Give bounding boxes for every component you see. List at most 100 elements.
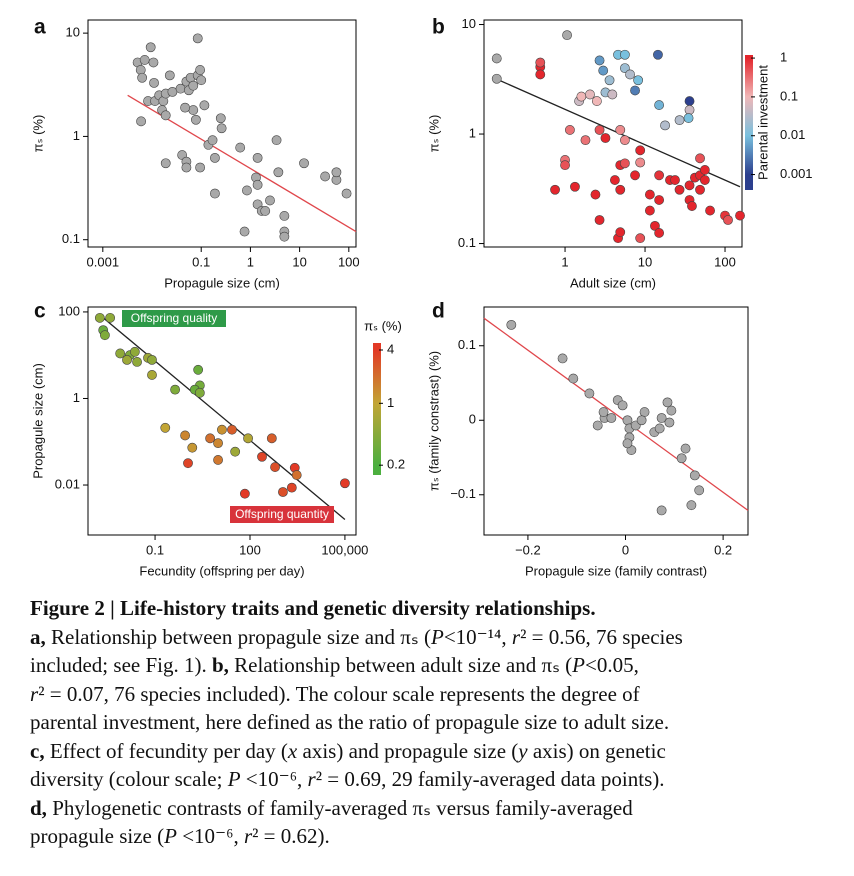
data-point (600, 133, 611, 143)
data-point (606, 413, 617, 423)
data-point (723, 215, 733, 225)
data-point (591, 96, 602, 106)
data-point (340, 478, 350, 489)
trend-line (99, 314, 346, 520)
data-point (535, 57, 546, 68)
data-point (654, 170, 665, 181)
data-point (644, 189, 655, 200)
data-point (235, 142, 246, 153)
data-point (266, 433, 277, 444)
data-point (594, 55, 605, 66)
data-point (213, 438, 223, 449)
data-point (557, 353, 568, 364)
data-point (633, 75, 644, 86)
data-point (636, 415, 647, 426)
x-axis-label: Adult size (cm) (570, 275, 656, 290)
caption-line: d, Phylogenetic contrasts of family-aver… (30, 794, 683, 823)
data-point (210, 152, 220, 163)
data-point (506, 319, 517, 330)
color-bar-label: 0.001 (780, 166, 813, 181)
data-point (147, 354, 157, 365)
caption-text: Phylogenetic contrasts of family-average… (46, 795, 633, 820)
data-point (664, 417, 675, 428)
panel-letter: b (432, 16, 445, 39)
data-point (565, 125, 575, 135)
data-point (213, 455, 223, 465)
y-axis-label: πₛ (%) (426, 115, 441, 153)
data-point (145, 42, 156, 53)
data-point (630, 85, 640, 96)
data-point (181, 162, 192, 173)
data-point (341, 188, 352, 199)
caption-text: x (287, 738, 298, 763)
x-tick-label: 10 (292, 254, 306, 269)
plot-frame (483, 19, 743, 248)
y-tick-label: 0.1 (458, 337, 476, 352)
data-point (684, 96, 695, 106)
annotation-text: Offspring quantity (235, 507, 329, 521)
data-point (699, 175, 710, 185)
annotation-box (122, 310, 226, 327)
x-tick-label: 10 (638, 254, 652, 269)
y-tick-label: 0.1 (458, 235, 476, 250)
data-point (105, 312, 116, 323)
x-tick-label: 0.2 (714, 542, 732, 557)
color-bar-title: Parental investment (755, 65, 770, 180)
data-point (598, 65, 609, 76)
data-point (252, 152, 263, 163)
data-point (662, 397, 673, 408)
caption-text: included; see Fig. 1). (30, 653, 212, 677)
caption-text: r (307, 767, 316, 791)
data-point (136, 116, 146, 127)
x-tick-label: 100 (338, 254, 360, 269)
caption-text: r (30, 681, 39, 706)
data-point (695, 184, 705, 195)
y-axis-label: Propagule size (cm) (30, 363, 45, 479)
annotation-box (230, 506, 334, 523)
data-point (568, 373, 579, 384)
data-point (199, 100, 210, 111)
data-point (705, 205, 715, 216)
data-point (188, 80, 199, 91)
data-point (129, 346, 140, 357)
y-tick-label: 0.01 (55, 476, 80, 491)
data-point (594, 125, 605, 135)
data-point (635, 157, 646, 168)
caption-text: diversity (colour scale; (30, 767, 228, 791)
caption-text: r (243, 824, 253, 848)
caption-text: ² = 0.62). (252, 824, 330, 848)
x-tick-label: −0.2 (515, 542, 541, 557)
plot-frame (483, 306, 749, 536)
data-point (291, 470, 302, 480)
data-point (491, 53, 502, 64)
data-point (684, 105, 695, 115)
data-point (207, 135, 218, 146)
data-point (674, 115, 685, 126)
data-point (635, 233, 646, 244)
y-axis-label: πₛ (%) (30, 115, 45, 153)
data-point (286, 482, 297, 493)
data-point (279, 231, 290, 242)
caption-text: d, (30, 795, 47, 820)
trend-line (483, 317, 749, 511)
data-point (194, 387, 205, 398)
y-tick-label: 10 (66, 25, 80, 40)
x-tick-label: 100,000 (321, 542, 368, 557)
data-point (243, 433, 253, 444)
data-point (94, 312, 105, 323)
data-point (271, 135, 282, 146)
data-point (654, 228, 665, 238)
data-point (656, 505, 667, 516)
data-point (260, 206, 271, 216)
data-point (590, 189, 601, 200)
data-point (160, 110, 171, 121)
data-point (670, 175, 680, 185)
data-point (686, 500, 697, 511)
data-point (217, 424, 227, 435)
x-tick-label: 100 (714, 254, 736, 269)
data-point (132, 357, 142, 367)
data-point (570, 181, 580, 192)
data-point (619, 135, 630, 146)
data-point (160, 158, 171, 169)
data-point (615, 125, 626, 135)
